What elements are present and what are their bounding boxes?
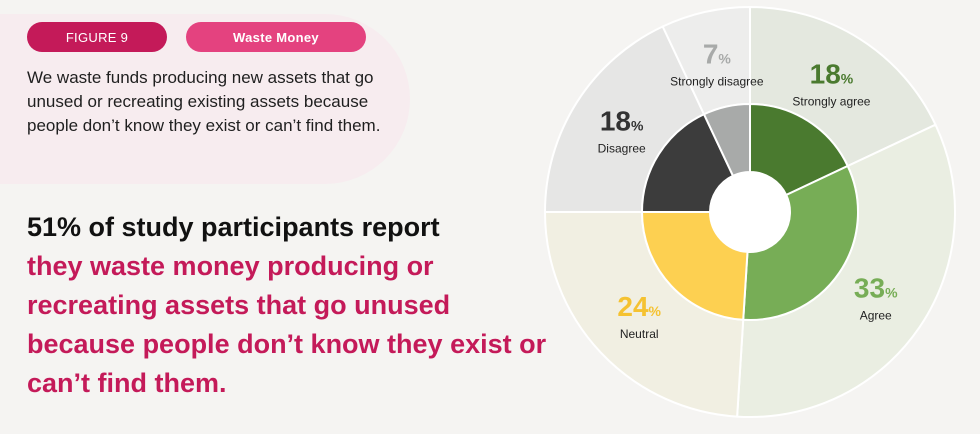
category-label-disagree: Disagree — [598, 142, 646, 156]
donut-hole — [710, 172, 790, 252]
survey-question: We waste funds producing new assets that… — [27, 68, 381, 135]
category-label-agree: Agree — [860, 308, 892, 322]
category-label-neutral: Neutral — [620, 327, 659, 341]
figure-badge: FIGURE 9 — [27, 22, 167, 52]
value-label-disagree: 18% — [600, 106, 644, 137]
headline-dark: 51% of study participants report — [27, 212, 440, 242]
value-label-agree: 33% — [854, 272, 898, 303]
value-label-strongly-disagree: 7% — [703, 39, 732, 70]
value-label-neutral: 24% — [617, 291, 661, 322]
value-label-strongly-agree: 18% — [810, 59, 854, 90]
category-label-strongly-disagree: Strongly disagree — [670, 75, 764, 89]
topic-badge: Waste Money — [186, 22, 366, 52]
category-label-strongly-agree: Strongly agree — [792, 95, 870, 109]
headline: 51% of study participants report they wa… — [27, 208, 547, 403]
headline-pink: they waste money producing or recreating… — [27, 251, 547, 398]
